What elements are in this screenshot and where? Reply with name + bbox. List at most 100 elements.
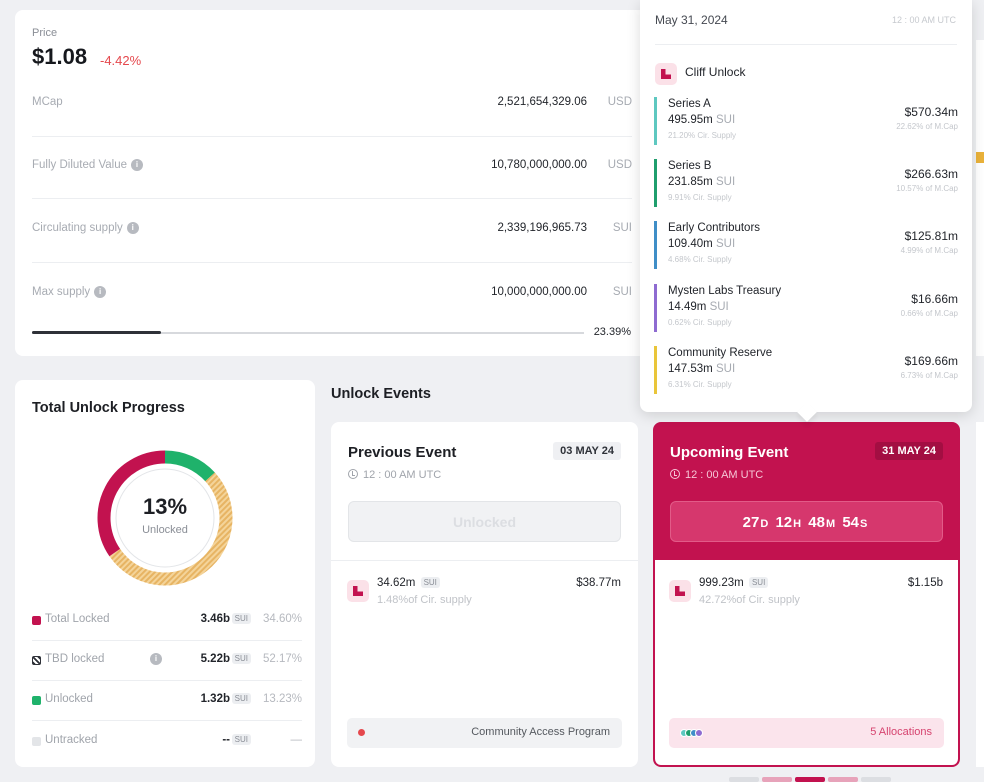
stat-unit: USD (607, 159, 632, 171)
legend-unit: SUI (231, 734, 251, 745)
previous-event-title: Previous Event (348, 444, 457, 461)
legend-value: 1.32b (200, 693, 230, 705)
allocation-row: Series A 495.95m SUI 21.20% Cir. Supply $57… (654, 97, 960, 145)
divider (32, 640, 302, 641)
allocation-dot (358, 729, 365, 736)
donut-segment-tbd-locked[interactable] (109, 472, 233, 586)
tooltip-heading: Cliff Unlock (685, 65, 746, 79)
donut-inner-ring (115, 468, 215, 568)
allocation-usd: $266.63m (904, 167, 958, 181)
stat-label: Circulating supply (32, 222, 123, 235)
allocation-unit: SUI (715, 176, 736, 188)
info-icon[interactable]: i (94, 286, 107, 298)
previous-event-allocation[interactable]: Community Access Program (347, 718, 622, 748)
legend-swatch (32, 616, 41, 625)
stat-value: 2,339,196,965.73 (497, 222, 587, 234)
allocations-label: 5 Allocations (870, 726, 932, 738)
allocation-mcap: 6.73% of M.Cap (900, 371, 958, 380)
unlocked-button: Unlocked (348, 501, 621, 542)
countdown-seconds: 54 (842, 514, 859, 531)
allocation-unit: SUI (715, 114, 736, 126)
allocation-name: Series B (668, 160, 712, 172)
cliff-unlock-icon (655, 63, 677, 85)
stat-row-circulating: Circulating supply i 2,339,196,965.73 SUI (32, 222, 632, 242)
partial-card-right (976, 40, 984, 356)
previous-event-supply: 1.48%of Cir. supply (377, 594, 472, 606)
tooltip-date: May 31, 2024 (655, 13, 728, 27)
unlock-progress-title: Total Unlock Progress (32, 400, 185, 416)
unlock-tooltip: May 31, 2024 12 : 00 AM UTC Cliff Unlock… (640, 0, 972, 422)
allocation-mcap: 10.57% of M.Cap (896, 184, 958, 193)
clock-icon (348, 469, 358, 479)
allocation-unit: SUI (709, 301, 729, 313)
allocation-mcap: 22.62% of M.Cap (896, 122, 958, 131)
countdown-hours: 12 (775, 514, 793, 531)
allocation-dots (680, 728, 703, 740)
allocation-supply: 21.20% Cir. Supply (668, 131, 737, 140)
stat-value: 2,521,654,329.06 (497, 96, 587, 108)
allocation-mcap: 4.99% of M.Cap (900, 246, 958, 255)
allocation-supply: 0.62% Cir. Supply (668, 318, 732, 327)
allocation-name: Early Contributors (668, 222, 761, 234)
legend-value: 5.22b (200, 653, 230, 665)
legend-label: Untracked (45, 734, 98, 746)
legend-swatch (32, 656, 41, 665)
allocation-unit: SUI (715, 238, 736, 250)
allocation-usd: $125.81m (904, 229, 958, 243)
legend-unit: SUI (231, 693, 251, 704)
info-icon[interactable]: i (131, 159, 144, 171)
divider (331, 560, 638, 561)
allocation-amount: 109.40m (668, 238, 713, 250)
upcoming-event-usd: $1.15b (907, 577, 943, 589)
legend-row-tbd-locked: TBD locked i 5.22b SUI 52.17% (32, 652, 302, 674)
pager-dot[interactable] (762, 777, 792, 782)
divider (32, 680, 302, 681)
previous-event-card[interactable]: Previous Event 03 MAY 24 12 : 00 AM UTC … (331, 422, 638, 767)
partial-event-card-right (976, 422, 984, 767)
unlocked-percent: 13% (142, 494, 188, 519)
supply-progress-fill (32, 331, 162, 334)
stat-unit: SUI (612, 286, 632, 298)
unlocked-label: Unlocked (142, 524, 188, 536)
pager-dot-active[interactable] (795, 777, 825, 782)
legend-row-unlocked: Unlocked 1.32b SUI 13.23% (32, 692, 302, 714)
allocation-dot (695, 729, 703, 737)
price-card: Price $1.08 -4.42% MCap 2,521,654,329.06… (15, 10, 675, 356)
legend-label: Unlocked (45, 693, 93, 705)
countdown-days: 27 (742, 514, 760, 531)
stat-row-mcap: MCap 2,521,654,329.06 USD (32, 96, 632, 116)
stat-value: 10,780,000,000.00 (491, 159, 587, 171)
legend-swatch (32, 696, 41, 705)
previous-event-date: 03 MAY 24 (553, 442, 621, 460)
pager-dot[interactable] (861, 777, 891, 782)
legend-row-untracked: Untracked -- SUI — (32, 733, 302, 755)
upcoming-event-supply: 42.72%of Cir. supply (699, 594, 800, 606)
unit-badge: SUI (748, 577, 769, 588)
pager-dot[interactable] (828, 777, 858, 782)
allocations-button[interactable]: 5 Allocations (669, 718, 944, 748)
allocation-row: Mysten Labs Treasury 14.49m SUI 0.62% Cir.… (654, 284, 960, 332)
stat-label: Fully Diluted Value (32, 159, 128, 172)
info-icon[interactable]: i (150, 653, 162, 665)
allocation-row: Series B 231.85m SUI 9.91% Cir. Supply $266… (654, 159, 960, 207)
supply-progress-bar (32, 331, 584, 334)
unlock-icon (669, 580, 691, 602)
allocation-row: Community Reserve 147.53m SUI 6.31% Cir. S… (654, 346, 960, 394)
legend-value: -- (222, 734, 230, 746)
upcoming-event-title: Upcoming Event (670, 444, 789, 461)
donut-segment-total-locked[interactable] (97, 450, 166, 557)
unlock-donut-chart (97, 450, 233, 586)
upcoming-event-card[interactable]: Upcoming Event 31 MAY 24 12 : 00 AM UTC … (653, 422, 960, 767)
allocation-amount: 231.85m (668, 176, 713, 188)
allocation-usd: $16.66m (911, 292, 958, 306)
allocation-name: Mysten Labs Treasury (668, 285, 782, 297)
legend-row-total-locked: Total Locked 3.46b SUI 34.60% (32, 612, 302, 634)
donut-segment-unlocked[interactable] (164, 450, 215, 482)
pager-dot[interactable] (729, 777, 759, 782)
info-icon[interactable]: i (126, 222, 139, 234)
allocation-usd: $169.66m (904, 354, 958, 368)
previous-event-amount: 34.62m (377, 577, 416, 589)
tooltip-time: 12 : 00 AM UTC (891, 15, 956, 25)
stat-label: MCap (32, 96, 63, 108)
previous-event-usd: $38.77m (576, 577, 621, 589)
